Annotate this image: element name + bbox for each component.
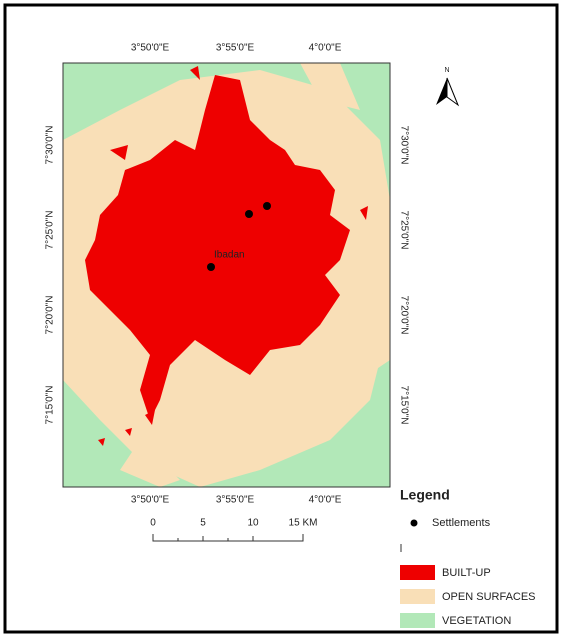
scale-label: 10	[247, 518, 259, 529]
north-label: N	[444, 67, 449, 74]
settlement	[207, 263, 215, 271]
legend-label: VEGETATION	[442, 615, 511, 627]
bottom-label: 3°50'0"E	[131, 495, 170, 506]
legend-swatch	[400, 589, 435, 604]
left-label: 7°30'0"N	[45, 126, 56, 165]
legend-swatch	[400, 565, 435, 580]
map-border	[62, 62, 391, 488]
right-label: 7°25'0"N	[398, 211, 409, 250]
arrow-left	[436, 78, 447, 105]
coordinates: 3°50'0"E 3°55'0"E 4°0'0"E 3°50'0"E 3°55'…	[45, 43, 410, 506]
left-label: 7°15'0"N	[45, 386, 56, 425]
left-label: 7°25'0"N	[45, 211, 56, 250]
built-up-area	[85, 75, 350, 420]
settlement	[245, 210, 253, 218]
bottom-label: 3°55'0"E	[216, 495, 255, 506]
legend-swatch	[400, 613, 435, 628]
map-area: Ibadan	[62, 62, 391, 488]
legend: Legend Settlements BUILT-UP OPEN SURFACE…	[400, 487, 536, 628]
legend-label: OPEN SURFACES	[442, 591, 536, 603]
settlement-label: Ibadan	[214, 250, 245, 261]
north-arrow: N	[436, 67, 460, 107]
open-surface-patch	[63, 63, 390, 487]
settlement	[263, 202, 271, 210]
top-label: 3°50'0"E	[131, 43, 170, 54]
right-label: 7°20'0"N	[398, 296, 409, 335]
scale-bar: 0 5 10 15 KM	[150, 518, 318, 542]
scale-label: 15 KM	[289, 518, 318, 529]
scale-line	[152, 534, 304, 542]
scale-label: 0	[150, 518, 156, 529]
legend-dot	[410, 519, 418, 527]
legend-label: BUILT-UP	[442, 567, 491, 579]
legend-label: Settlements	[432, 517, 491, 529]
top-label: 4°0'0"E	[309, 43, 342, 54]
top-label: 3°55'0"E	[216, 43, 255, 54]
right-label: 7°15'0"N	[398, 386, 409, 425]
legend-title: Legend	[400, 487, 450, 503]
scale-label: 5	[200, 518, 206, 529]
arrow-right	[446, 77, 460, 107]
bottom-label: 4°0'0"E	[309, 495, 342, 506]
left-label: 7°20'0"N	[45, 296, 56, 335]
right-label: 7°30'0"N	[398, 126, 409, 165]
